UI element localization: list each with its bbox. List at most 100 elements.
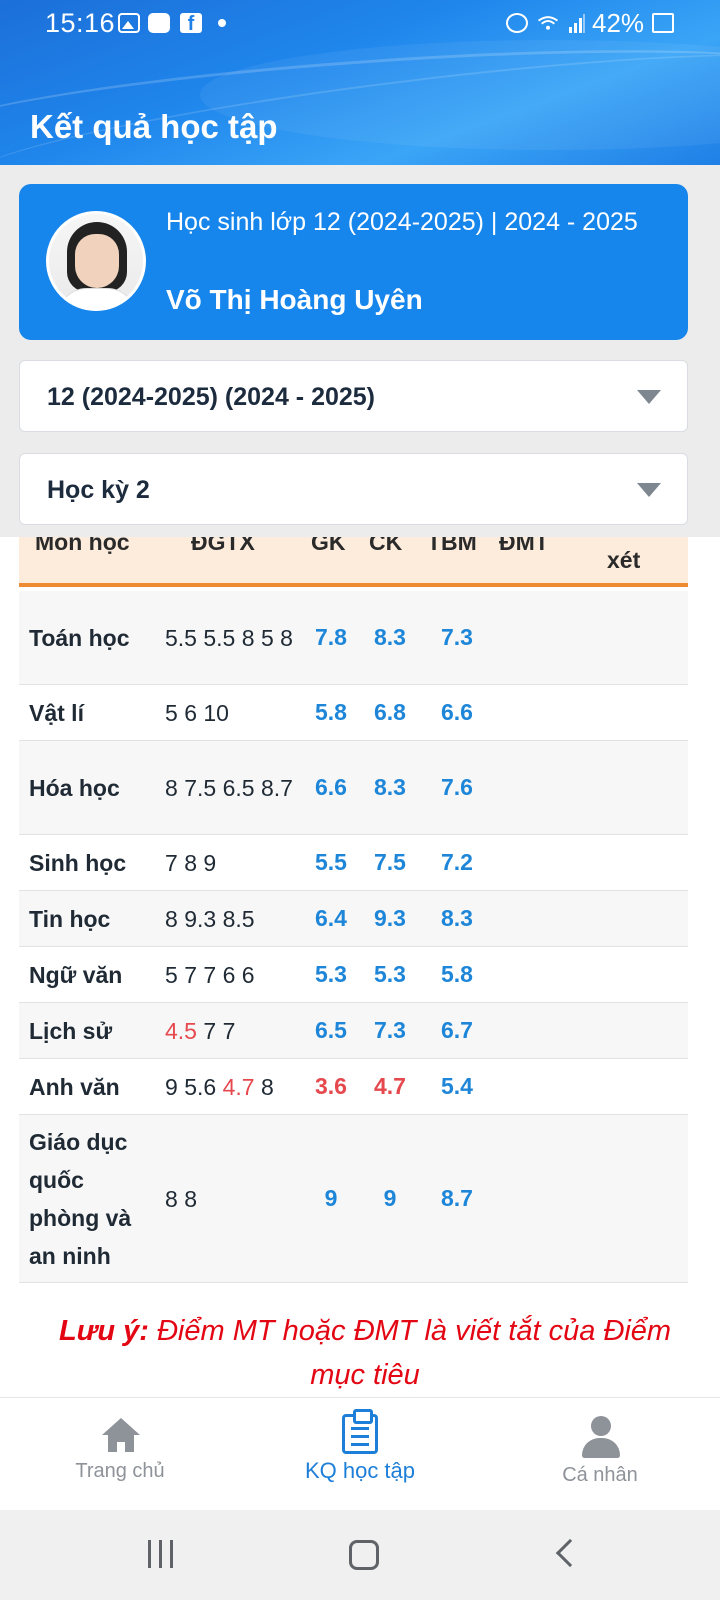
dgtx-score: 4.5 [165, 1017, 197, 1044]
tbm-score: 7.2 [441, 849, 473, 875]
gk-score: 6.5 [315, 1017, 347, 1043]
status-bar: 15:16 f 42% [0, 0, 720, 48]
dgtx-score: 6 [241, 961, 255, 988]
dgtx-score: 6.5 [222, 774, 255, 801]
dgtx-scores: 7 8 9 [165, 835, 305, 890]
ck-score: 4.7 [374, 1073, 406, 1099]
recents-button[interactable] [148, 1540, 176, 1568]
col-tbm: TBM [427, 537, 477, 555]
dgtx-scores: 5 7 7 6 6 [165, 947, 305, 1002]
table-row: Anh văn 9 5.6 4.7 8 3.6 4.7 5.4 [19, 1059, 688, 1115]
dgtx-scores: 5.5 5.5 8 5 8 [165, 591, 305, 684]
table-row: Giáo dục quốc phòng và an ninh 8 8 9 9 8.7 [19, 1115, 688, 1283]
dgtx-score: 8 [184, 849, 197, 876]
dgtx-score: 5 [165, 961, 178, 988]
table-row: Ngữ văn 5 7 7 6 6 5.3 5.3 5.8 [19, 947, 688, 1003]
dgtx-scores: 8 8 [165, 1115, 305, 1282]
dgtx-score: 5.5 [203, 624, 236, 651]
term-value: Học kỳ 2 [47, 476, 150, 504]
dgtx-score: 7 [203, 961, 217, 988]
table-row: Vật lí 5 6 10 5.8 6.8 6.6 [19, 685, 688, 741]
battery-level: 42% [592, 8, 645, 38]
gk-score: 5.5 [315, 849, 347, 875]
subject-name: Anh văn [29, 1073, 120, 1100]
gk-score: 5.8 [315, 699, 347, 725]
col-comment: xét [607, 547, 641, 573]
app-header: 15:16 f 42% Kết quả học tập [0, 0, 720, 165]
nav-profile[interactable]: Cá nhân [520, 1398, 680, 1511]
table-body: Toán học 5.5 5.5 8 5 8 7.8 8.3 7.3 Vật lí 5 6 … [19, 591, 688, 1283]
dgtx-score: 5 [260, 624, 274, 651]
table-row: Hóa học 8 7.5 6.5 8.7 6.6 8.3 7.6 [19, 741, 688, 835]
table-row: Sinh học 7 8 9 5.5 7.5 7.2 [19, 835, 688, 891]
dgtx-score: 5 [165, 699, 178, 726]
subject-name: Vật lí [29, 699, 84, 726]
chevron-down-icon [637, 390, 661, 404]
gk-score: 6.6 [315, 774, 347, 800]
col-ck: CK [369, 537, 403, 555]
dgtx-score: 7 [222, 1017, 236, 1044]
dgtx-score: 7.5 [184, 774, 217, 801]
signal-icon [569, 14, 585, 33]
wifi-icon [537, 16, 559, 30]
tbm-score: 6.7 [441, 1017, 473, 1043]
gk-score: 6.4 [315, 905, 347, 931]
alarm-icon [506, 13, 528, 33]
col-subject: Môn học [35, 537, 130, 555]
tbm-score: 7.6 [441, 774, 473, 800]
subject-name: Sinh học [29, 849, 127, 876]
system-navigation-bar [0, 1510, 720, 1600]
tbm-score: 7.3 [441, 624, 473, 650]
gallery-notification-icon [118, 13, 140, 33]
app-notification-icon [148, 13, 170, 33]
table-row: Lịch sử 4.5 7 7 6.5 7.3 6.7 [19, 1003, 688, 1059]
dgtx-scores: 8 7.5 6.5 8.7 [165, 741, 305, 834]
bottom-navigation: Trang chủ KQ học tập Cá nhân [0, 1397, 720, 1510]
dgtx-score: 8 [165, 1185, 178, 1212]
dgtx-scores: 4.5 7 7 [165, 1003, 305, 1058]
student-name: Võ Thị Hoàng Uyên [166, 284, 423, 315]
col-gk: GK [311, 537, 346, 555]
student-card: Học sinh lớp 12 (2024-2025) | 2024 - 202… [19, 184, 688, 340]
nav-results[interactable]: KQ học tập [280, 1398, 440, 1511]
dgtx-score: 7 [165, 849, 178, 876]
school-year-select[interactable]: 12 (2024-2025) (2024 - 2025) [19, 360, 688, 432]
nav-profile-label: Cá nhân [562, 1464, 638, 1486]
term-select[interactable]: Học kỳ 2 [19, 453, 688, 525]
dgtx-score: 9.3 [184, 905, 217, 932]
nav-home[interactable]: Trang chủ [40, 1398, 200, 1511]
home-button[interactable] [349, 1540, 379, 1570]
page-title: Kết quả học tập [30, 108, 278, 145]
dgtx-score: 9 [165, 1073, 178, 1100]
back-button[interactable] [555, 1538, 585, 1568]
table-header: Môn học ĐGTX GK CK TBM ĐMT xét [19, 537, 688, 587]
subject-name: Toán học [29, 624, 130, 651]
status-time: 15:16 [45, 8, 116, 38]
nav-home-label: Trang chủ [75, 1460, 165, 1482]
note-text: Lưu ý: Điểm MT hoặc ĐMT là viết tắt của … [30, 1309, 700, 1397]
dgtx-score: 8 [280, 624, 293, 651]
col-dgtx: ĐGTX [191, 537, 255, 555]
battery-icon [652, 13, 674, 33]
gk-score: 9 [324, 1185, 338, 1211]
ck-score: 6.8 [374, 699, 406, 725]
dgtx-score: 7 [184, 961, 197, 988]
dgtx-score: 6 [184, 699, 197, 726]
ck-score: 8.3 [374, 624, 406, 650]
dgtx-score: 8 [184, 1185, 197, 1212]
subject-name: Ngữ văn [29, 961, 123, 988]
clipboard-icon [342, 1409, 378, 1454]
table-row: Toán học 5.5 5.5 8 5 8 7.8 8.3 7.3 [19, 591, 688, 685]
dgtx-score: 8 [241, 624, 255, 651]
gk-score: 5.3 [315, 961, 347, 987]
facebook-notification-icon: f [180, 13, 202, 35]
dgtx-score: 9 [203, 849, 217, 876]
ck-score: 5.3 [374, 961, 406, 987]
home-icon [102, 1418, 140, 1452]
subject-name: Giáo dục quốc phòng và an ninh [29, 1128, 132, 1269]
dgtx-scores: 5 6 10 [165, 685, 305, 740]
results-table-scroll[interactable]: Môn học ĐGTX GK CK TBM ĐMT xét Toán học 5… [0, 537, 720, 1397]
dgtx-score: 8.7 [260, 774, 293, 801]
dgtx-score: 6 [222, 961, 236, 988]
dgtx-score: 4.7 [222, 1073, 255, 1100]
